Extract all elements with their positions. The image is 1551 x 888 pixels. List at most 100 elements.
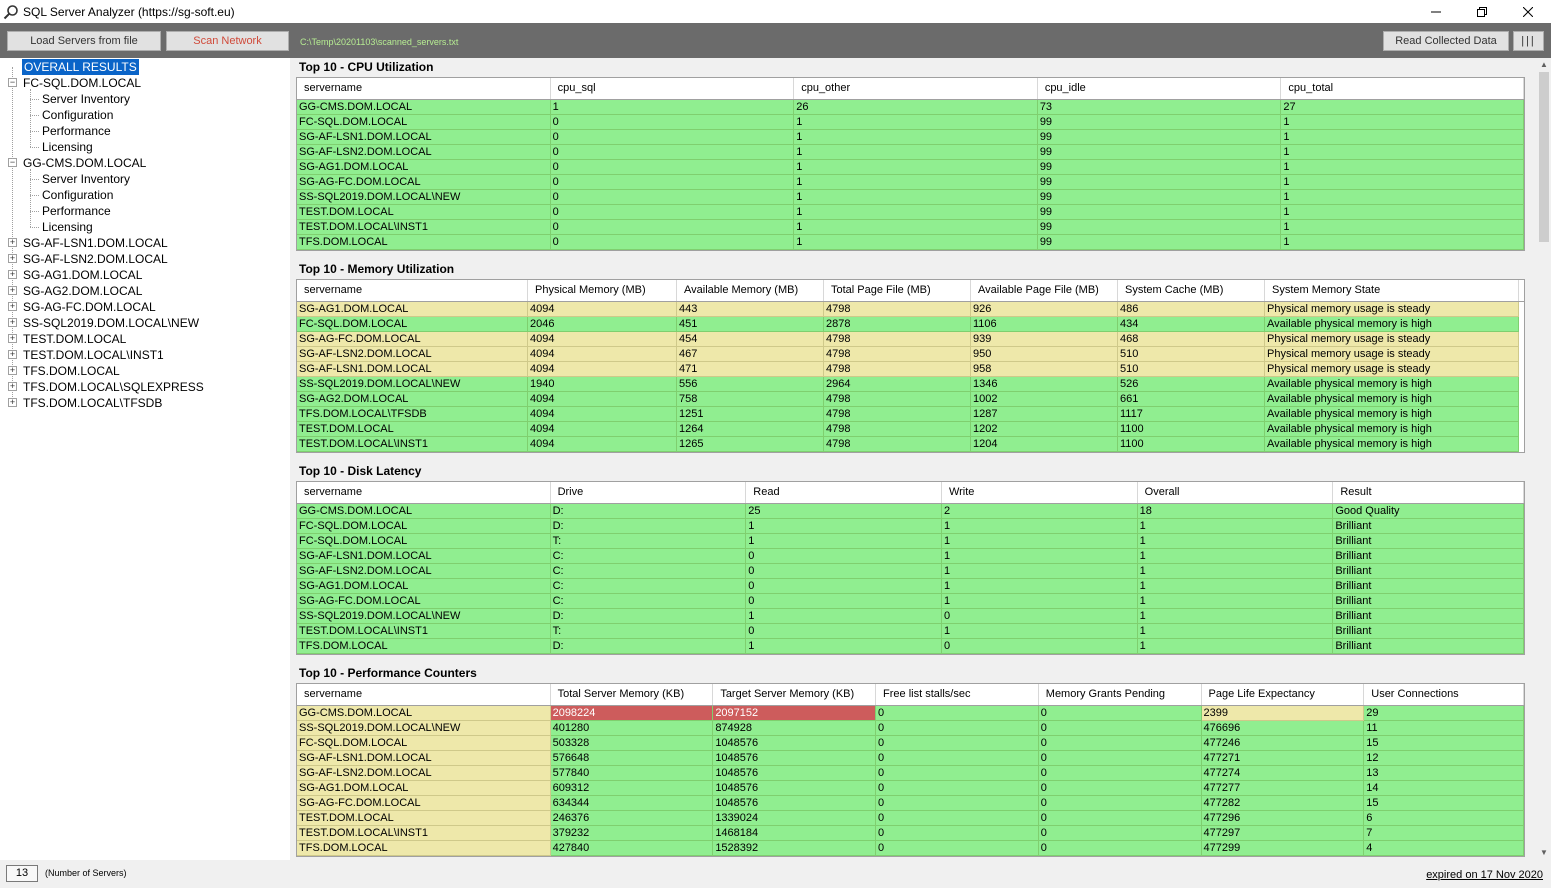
tree-item-server[interactable]: TFS.DOM.LOCAL\SQLEXPRESS (23, 380, 204, 394)
table-row[interactable]: SG-AG1.DOM.LOCAL 4094 443 4798 926 486 Physica… (297, 302, 1524, 317)
tree-item-overall-results[interactable]: OVERALL RESULTS (22, 59, 139, 75)
tree-item-server[interactable]: SG-AG1.DOM.LOCAL (23, 268, 143, 282)
table-row[interactable]: FC-SQL.DOM.LOCAL D: 1 1 1 Brilliant (297, 519, 1525, 534)
table-row[interactable]: TEST.DOM.LOCAL\INST1 T: 0 1 1 Brilliant (297, 624, 1525, 639)
tree-item-configuration[interactable]: Configuration (42, 108, 114, 122)
table-row[interactable]: SS-SQL2019.DOM.LOCAL\NEW 1940 556 2964 1346 5… (297, 377, 1524, 392)
table-row[interactable]: SS-SQL2019.DOM.LOCAL\NEW 0 1 99 1 (297, 190, 1525, 205)
column-header[interactable]: Available Memory (MB) (677, 280, 824, 301)
table-row[interactable]: SG-AF-LSN2.DOM.LOCAL 577840 1048576 0 0 47727… (297, 766, 1524, 781)
expand-icon[interactable]: + (8, 349, 17, 359)
tree-item-configuration[interactable]: Configuration (42, 188, 114, 202)
tree-item-performance[interactable]: Performance (42, 204, 111, 218)
table-row[interactable]: TFS.DOM.LOCAL\TFSDB 4094 1251 4798 1287 1117 A… (297, 407, 1524, 422)
tree-item-server[interactable]: SG-AG2.DOM.LOCAL (23, 284, 143, 298)
table-row[interactable]: TEST.DOM.LOCAL 246376 1339024 0 0 477296 6 (297, 811, 1524, 826)
table-row[interactable]: SG-AF-LSN1.DOM.LOCAL 4094 471 4798 958 510 Phy… (297, 362, 1524, 377)
table-row[interactable]: SG-AG-FC.DOM.LOCAL 4094 454 4798 939 468 Physi… (297, 332, 1524, 347)
column-header[interactable]: cpu_idle (1038, 78, 1282, 99)
expand-icon[interactable]: + (8, 301, 17, 311)
tree-item-server[interactable]: FC-SQL.DOM.LOCAL (23, 76, 142, 90)
scrollbar-thumb[interactable] (1539, 72, 1549, 242)
collapse-icon[interactable]: − (8, 77, 17, 87)
tree-item-licensing[interactable]: Licensing (42, 220, 93, 234)
table-row[interactable]: SS-SQL2019.DOM.LOCAL\NEW 401280 874928 0 0 47… (297, 721, 1524, 736)
table-row[interactable]: TFS.DOM.LOCAL 427840 1528392 0 0 477299 4 (297, 841, 1524, 856)
table-row[interactable]: TEST.DOM.LOCAL 0 1 99 1 (297, 205, 1525, 220)
column-header[interactable]: System Memory State (1265, 280, 1519, 301)
table-row[interactable]: TEST.DOM.LOCAL\INST1 4094 1265 4798 1204 1100… (297, 437, 1524, 452)
server-tree[interactable]: OVERALL RESULTS − FC-SQL.DOM.LOCAL Server I… (0, 58, 290, 860)
read-collected-data-button[interactable]: Read Collected Data (1383, 31, 1509, 51)
tree-item-server[interactable]: GG-CMS.DOM.LOCAL (23, 156, 147, 170)
table-row[interactable]: SG-AF-LSN2.DOM.LOCAL 0 1 99 1 (297, 145, 1525, 160)
table-row[interactable]: SG-AF-LSN1.DOM.LOCAL 0 1 99 1 (297, 130, 1525, 145)
tree-item-server[interactable]: SG-AG-FC.DOM.LOCAL (23, 300, 156, 314)
scan-network-button[interactable]: Scan Network (166, 31, 289, 51)
table-row[interactable]: FC-SQL.DOM.LOCAL 503328 1048576 0 0 477246 15 (297, 736, 1524, 751)
column-header[interactable]: cpu_total (1281, 78, 1525, 99)
vertical-scrollbar[interactable]: ▲ ▼ (1537, 58, 1551, 860)
collapse-icon[interactable]: − (8, 157, 17, 167)
column-header[interactable]: Result (1333, 482, 1525, 503)
table-row[interactable]: SG-AG-FC.DOM.LOCAL C: 0 1 1 Brilliant (297, 594, 1525, 609)
column-header[interactable]: Overall (1138, 482, 1334, 503)
column-header[interactable]: Available Page File (MB) (971, 280, 1118, 301)
table-row[interactable]: SG-AF-LSN2.DOM.LOCAL C: 0 1 1 Brilliant (297, 564, 1525, 579)
column-header[interactable]: Read (746, 482, 942, 503)
column-header[interactable]: Write (942, 482, 1138, 503)
tree-item-server[interactable]: SG-AF-LSN1.DOM.LOCAL (23, 236, 168, 250)
expand-icon[interactable]: + (8, 253, 17, 263)
table-row[interactable]: SG-AG1.DOM.LOCAL 0 1 99 1 (297, 160, 1525, 175)
expand-icon[interactable]: + (8, 317, 17, 327)
scroll-up-icon[interactable]: ▲ (1540, 60, 1548, 69)
table-row[interactable]: SG-AG1.DOM.LOCAL C: 0 1 1 Brilliant (297, 579, 1525, 594)
table-row[interactable]: GG-CMS.DOM.LOCAL 2098224 2097152 0 0 2399 29 (297, 706, 1524, 721)
tree-item-server[interactable]: SS-SQL2019.DOM.LOCAL\NEW (23, 316, 200, 330)
column-header[interactable]: servername (297, 280, 528, 301)
expand-icon[interactable]: + (8, 381, 17, 391)
minimize-icon[interactable] (1413, 0, 1459, 23)
tree-item-server[interactable]: TFS.DOM.LOCAL (23, 364, 120, 378)
scroll-down-icon[interactable]: ▼ (1540, 848, 1548, 857)
table-row[interactable]: SS-SQL2019.DOM.LOCAL\NEW D: 1 0 1 Brilliant (297, 609, 1525, 624)
table-row[interactable]: GG-CMS.DOM.LOCAL 1 26 73 27 (297, 100, 1525, 115)
table-row[interactable]: TFS.DOM.LOCAL D: 1 0 1 Brilliant (297, 639, 1525, 654)
tree-item-server[interactable]: TFS.DOM.LOCAL\TFSDB (23, 396, 163, 410)
column-header[interactable]: servername (297, 684, 551, 705)
data-grid[interactable]: servername Drive Read Write Overall Result GG-… (296, 481, 1525, 655)
column-header[interactable]: Free list stalls/sec (876, 684, 1039, 705)
table-row[interactable]: FC-SQL.DOM.LOCAL T: 1 1 1 Brilliant (297, 534, 1525, 549)
table-row[interactable]: FC-SQL.DOM.LOCAL 2046 451 2878 1106 434 Availa… (297, 317, 1524, 332)
table-row[interactable]: TEST.DOM.LOCAL 4094 1264 4798 1202 1100 Availa… (297, 422, 1524, 437)
expand-icon[interactable]: + (8, 397, 17, 407)
table-row[interactable]: SG-AG1.DOM.LOCAL 609312 1048576 0 0 477277 14 (297, 781, 1524, 796)
column-header[interactable]: Physical Memory (MB) (528, 280, 677, 301)
column-header[interactable]: Total Server Memory (KB) (551, 684, 714, 705)
data-grid[interactable]: servername Physical Memory (MB) Available … (296, 279, 1525, 453)
data-grid[interactable]: servername cpu_sql cpu_other cpu_idle cpu_to… (296, 77, 1525, 251)
tree-item-server-inventory[interactable]: Server Inventory (42, 92, 131, 106)
tree-item-licensing[interactable]: Licensing (42, 140, 93, 154)
table-row[interactable]: SG-AF-LSN2.DOM.LOCAL 4094 467 4798 950 510 Phy… (297, 347, 1524, 362)
table-row[interactable]: SG-AG-FC.DOM.LOCAL 634344 1048576 0 0 477282 1… (297, 796, 1524, 811)
table-row[interactable]: TFS.DOM.LOCAL 0 1 99 1 (297, 235, 1525, 250)
column-header[interactable]: Memory Grants Pending (1039, 684, 1202, 705)
expand-icon[interactable]: + (8, 237, 17, 247)
column-header[interactable]: Page Life Expectancy (1202, 684, 1365, 705)
tree-item-server-inventory[interactable]: Server Inventory (42, 172, 131, 186)
expand-icon[interactable]: + (8, 269, 17, 279)
column-header[interactable]: Target Server Memory (KB) (713, 684, 877, 705)
expand-icon[interactable]: + (8, 333, 17, 343)
column-header[interactable]: servername (297, 482, 551, 503)
table-row[interactable]: GG-CMS.DOM.LOCAL D: 25 2 18 Good Quality (297, 504, 1525, 519)
column-header[interactable]: cpu_sql (551, 78, 795, 99)
table-row[interactable]: FC-SQL.DOM.LOCAL 0 1 99 1 (297, 115, 1525, 130)
expand-icon[interactable]: + (8, 365, 17, 375)
data-grid[interactable]: servername Total Server Memory (KB) Target… (296, 683, 1525, 857)
table-row[interactable]: TEST.DOM.LOCAL\INST1 0 1 99 1 (297, 220, 1525, 235)
tree-item-server[interactable]: SG-AF-LSN2.DOM.LOCAL (23, 252, 168, 266)
table-row[interactable]: SG-AG2.DOM.LOCAL 4094 758 4798 1002 661 Availa… (297, 392, 1524, 407)
table-row[interactable]: TEST.DOM.LOCAL\INST1 379232 1468184 0 0 47729… (297, 826, 1524, 841)
table-row[interactable]: SG-AG-FC.DOM.LOCAL 0 1 99 1 (297, 175, 1525, 190)
